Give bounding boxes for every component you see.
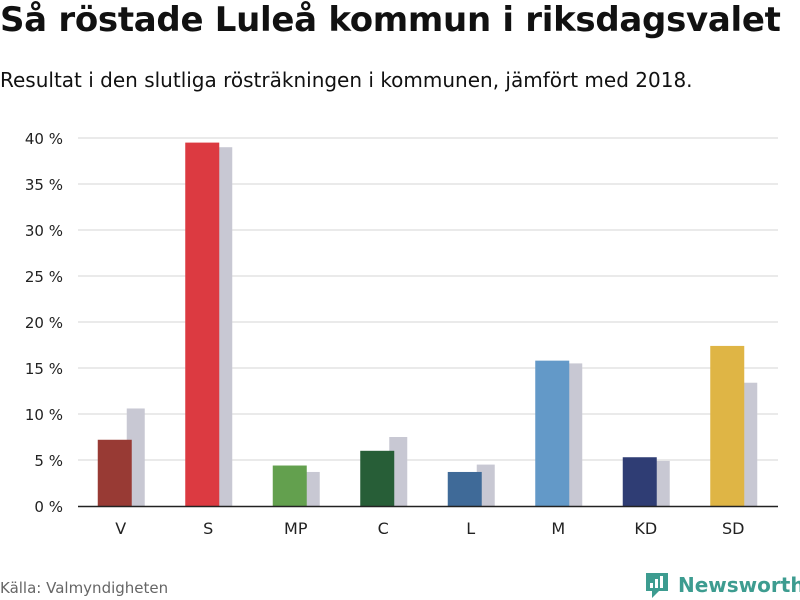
y-tick-label: 5 % bbox=[34, 452, 63, 470]
x-axis: V S MP C L M KD SD bbox=[78, 505, 778, 538]
chart-title: Så röstade Luleå kommun i riksdagsvalet bbox=[0, 0, 781, 40]
y-tick-label: 0 % bbox=[34, 498, 63, 516]
source-note: Källa: Valmyndigheten bbox=[0, 579, 169, 597]
bar-current-KD bbox=[622, 457, 657, 506]
bar-current-C bbox=[360, 450, 395, 506]
bar-current-SD bbox=[710, 345, 745, 506]
chart-subtitle: Resultat i den slutliga rösträkningen i … bbox=[0, 68, 693, 92]
x-tick-label: V bbox=[115, 519, 126, 538]
x-tick-label: SD bbox=[722, 519, 744, 538]
bar-current-V bbox=[97, 439, 132, 506]
bar-current-S bbox=[185, 142, 220, 506]
x-tick-label: L bbox=[466, 519, 475, 538]
y-axis-ticks: 0 % 5 % 10 % 15 % 20 % 25 % 30 % 35 % 40 % bbox=[25, 130, 63, 516]
x-tick-label: C bbox=[378, 519, 389, 538]
newsworthy-logo-icon bbox=[646, 573, 668, 598]
y-tick-label: 15 % bbox=[25, 360, 63, 378]
y-tick-label: 40 % bbox=[25, 130, 63, 148]
bar-current-MP bbox=[272, 465, 307, 506]
x-tick-label: S bbox=[203, 519, 213, 538]
bar-chart: 0 % 5 % 10 % 15 % 20 % 25 % 30 % 35 % 40 % V S MP C… bbox=[25, 130, 778, 538]
bar-current-M bbox=[535, 360, 570, 506]
x-tick-label: MP bbox=[284, 519, 308, 538]
y-tick-label: 35 % bbox=[25, 176, 63, 194]
brand-name: Newsworthy bbox=[678, 573, 800, 597]
y-tick-label: 30 % bbox=[25, 222, 63, 240]
x-tick-label: M bbox=[551, 519, 565, 538]
bar-current-L bbox=[447, 471, 482, 506]
y-tick-label: 20 % bbox=[25, 314, 63, 332]
grid-lines bbox=[78, 137, 778, 461]
brand-logo: Newsworthy bbox=[644, 570, 800, 600]
y-tick-label: 25 % bbox=[25, 268, 63, 286]
y-tick-label: 10 % bbox=[25, 406, 63, 424]
x-tick-label: KD bbox=[634, 519, 657, 538]
bars bbox=[97, 142, 758, 506]
